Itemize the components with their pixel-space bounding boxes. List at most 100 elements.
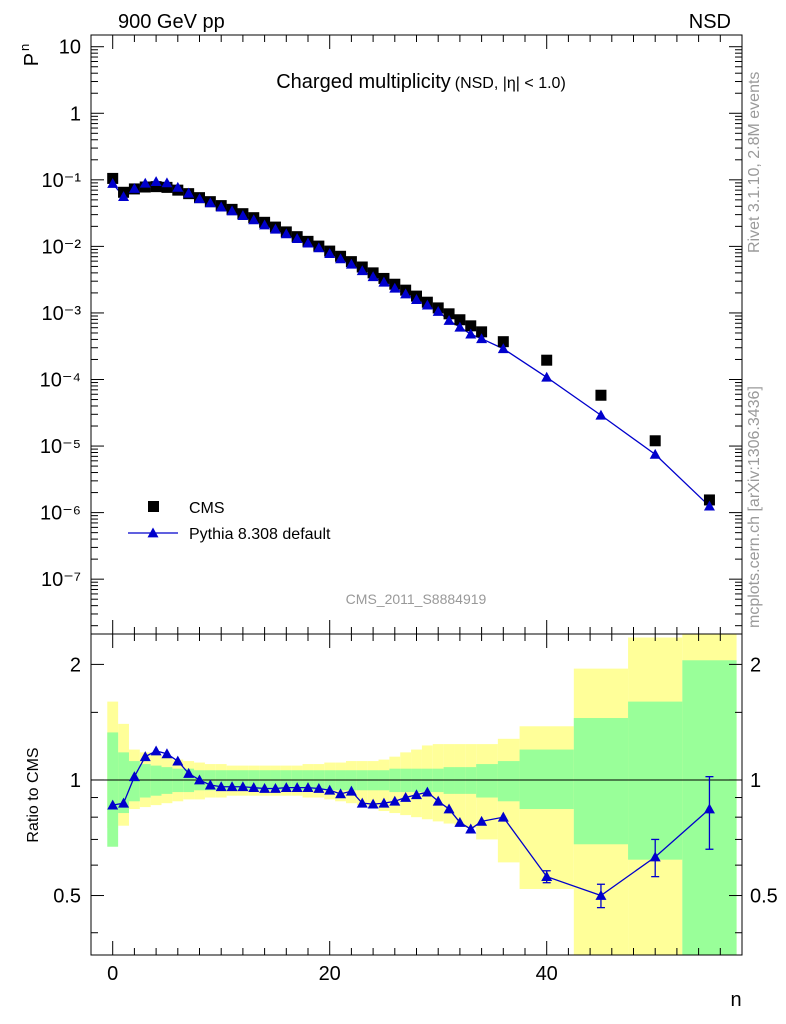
ratio-point: [497, 811, 509, 822]
pythia-point: [367, 271, 379, 282]
ratio-point: [269, 783, 281, 793]
legend-cms-marker: [148, 501, 159, 512]
pythia-point: [432, 306, 444, 316]
band-inner-bin: [150, 765, 162, 796]
source-label: mcplots.cern.ch [arXiv:1306.3436]: [746, 386, 763, 628]
band-inner-bin: [519, 749, 574, 810]
legend: CMS Pythia 8.308 default: [128, 500, 331, 543]
ratio-y-tick-label-right: 0.5: [750, 886, 778, 908]
ratio-point: [183, 767, 195, 778]
pythia-point: [139, 177, 151, 188]
pythia-point: [595, 409, 607, 420]
cms-point: [649, 435, 661, 447]
header-right: NSD: [689, 11, 731, 33]
pythia-point: [378, 276, 390, 287]
band-inner-bin: [161, 767, 173, 794]
ratio-point: [248, 782, 260, 793]
ratio-y-axis-label: Ratio to CMS: [25, 747, 42, 842]
ratio-y-tick-label-right: 2: [750, 654, 761, 676]
cms-point: [150, 181, 162, 193]
pythia-point: [649, 448, 661, 459]
ratio-point: [454, 816, 466, 827]
main-y-axis-label: Pn: [17, 44, 43, 67]
main-y-tick-label: 10⁻³: [42, 303, 82, 325]
ratio-point: [161, 748, 173, 759]
ratio-point: [128, 771, 140, 782]
ratio-point: [476, 815, 488, 826]
main-y-tick-label: 10⁻¹: [42, 170, 82, 192]
pythia-point: [269, 223, 281, 234]
watermark: CMS_2011_S8884919: [346, 591, 487, 607]
pythia-point: [215, 201, 227, 212]
band-inner-bin: [454, 767, 466, 794]
pythia-point: [194, 193, 205, 204]
band-inner-bin: [628, 701, 683, 860]
ratio-point: [215, 781, 227, 792]
ratio-point: [400, 792, 412, 802]
ratio-point: [291, 782, 303, 793]
pythia-point: [345, 258, 357, 269]
ratio-point: [356, 797, 368, 808]
ratio-y-tick-label-left: 1: [70, 770, 81, 792]
ratio-point: [107, 799, 119, 810]
pythia-point: [497, 343, 509, 354]
x-tick-label: 20: [319, 963, 341, 985]
ratio-point: [649, 851, 661, 862]
cms-point: [476, 326, 488, 338]
main-y-tick-label: 10⁻⁵: [40, 436, 81, 458]
band-inner-bin: [476, 764, 498, 798]
pythia-point: [226, 205, 238, 216]
pythia-point: [389, 282, 401, 293]
pythia-point: [161, 177, 173, 188]
ratio-point: [443, 803, 455, 814]
ratio-point: [172, 755, 184, 766]
ratio-point: [324, 784, 336, 795]
ratio-point: [421, 786, 433, 797]
ratio-point: [335, 788, 347, 799]
ratio-series: [107, 745, 715, 909]
legend-pythia-label: Pythia 8.308 default: [189, 526, 331, 543]
pythia-point: [356, 265, 368, 276]
ratio-point: [411, 789, 422, 800]
band-inner-bin: [443, 767, 455, 794]
ratio-y-tick-label-right: 1: [750, 770, 761, 792]
ratio-point: [595, 890, 607, 900]
band-inner-bin: [118, 752, 129, 814]
rivet-version-label: Rivet 3.1.10, 2.8M events: [746, 71, 763, 253]
cms-point: [595, 389, 607, 401]
pythia-point: [302, 237, 314, 248]
band-inner-bin: [465, 767, 477, 794]
band-inner-bin: [497, 761, 520, 802]
band-inner-bin: [573, 718, 629, 845]
pythia-point: [335, 253, 347, 264]
pythia-point: [400, 288, 412, 299]
main-y-tick-label: 10⁻⁴: [40, 369, 81, 391]
pythia-point: [291, 233, 303, 243]
ratio-point: [237, 781, 249, 792]
pythia-point: [259, 219, 271, 230]
legend-cms-label: CMS: [189, 500, 225, 517]
main-series: [107, 172, 715, 511]
main-frame: [90, 34, 743, 635]
main-y-axis-label-symbol: P: [21, 53, 43, 66]
pythia-point: [237, 210, 249, 221]
axis-ticks: 10⁻⁷ 10⁻⁶ 10⁻⁵ 10⁻⁴ 10⁻³ 10⁻² 10⁻¹ 1 10 0.5 0.5 1 1 2…: [40, 35, 778, 985]
pythia-point: [443, 314, 455, 325]
ratio-point: [541, 871, 553, 882]
pythia-point: [476, 333, 488, 344]
ratio-point: [345, 785, 357, 796]
x-tick-label: 40: [536, 963, 558, 985]
cms-point: [443, 308, 455, 320]
pythia-point: [280, 228, 292, 239]
band-inner-bin: [107, 732, 119, 847]
ratio-point: [367, 798, 379, 809]
pythia-line: [112, 180, 710, 507]
pythia-point: [324, 248, 336, 258]
cms-point: [703, 494, 715, 506]
band-inner-bin: [139, 764, 151, 798]
pythia-point: [248, 214, 260, 225]
ratio-y-tick-label-left: 0.5: [53, 886, 81, 908]
main-y-tick-label: 10⁻⁷: [41, 569, 81, 591]
main-y-axis-label-subscript: n: [17, 44, 32, 51]
